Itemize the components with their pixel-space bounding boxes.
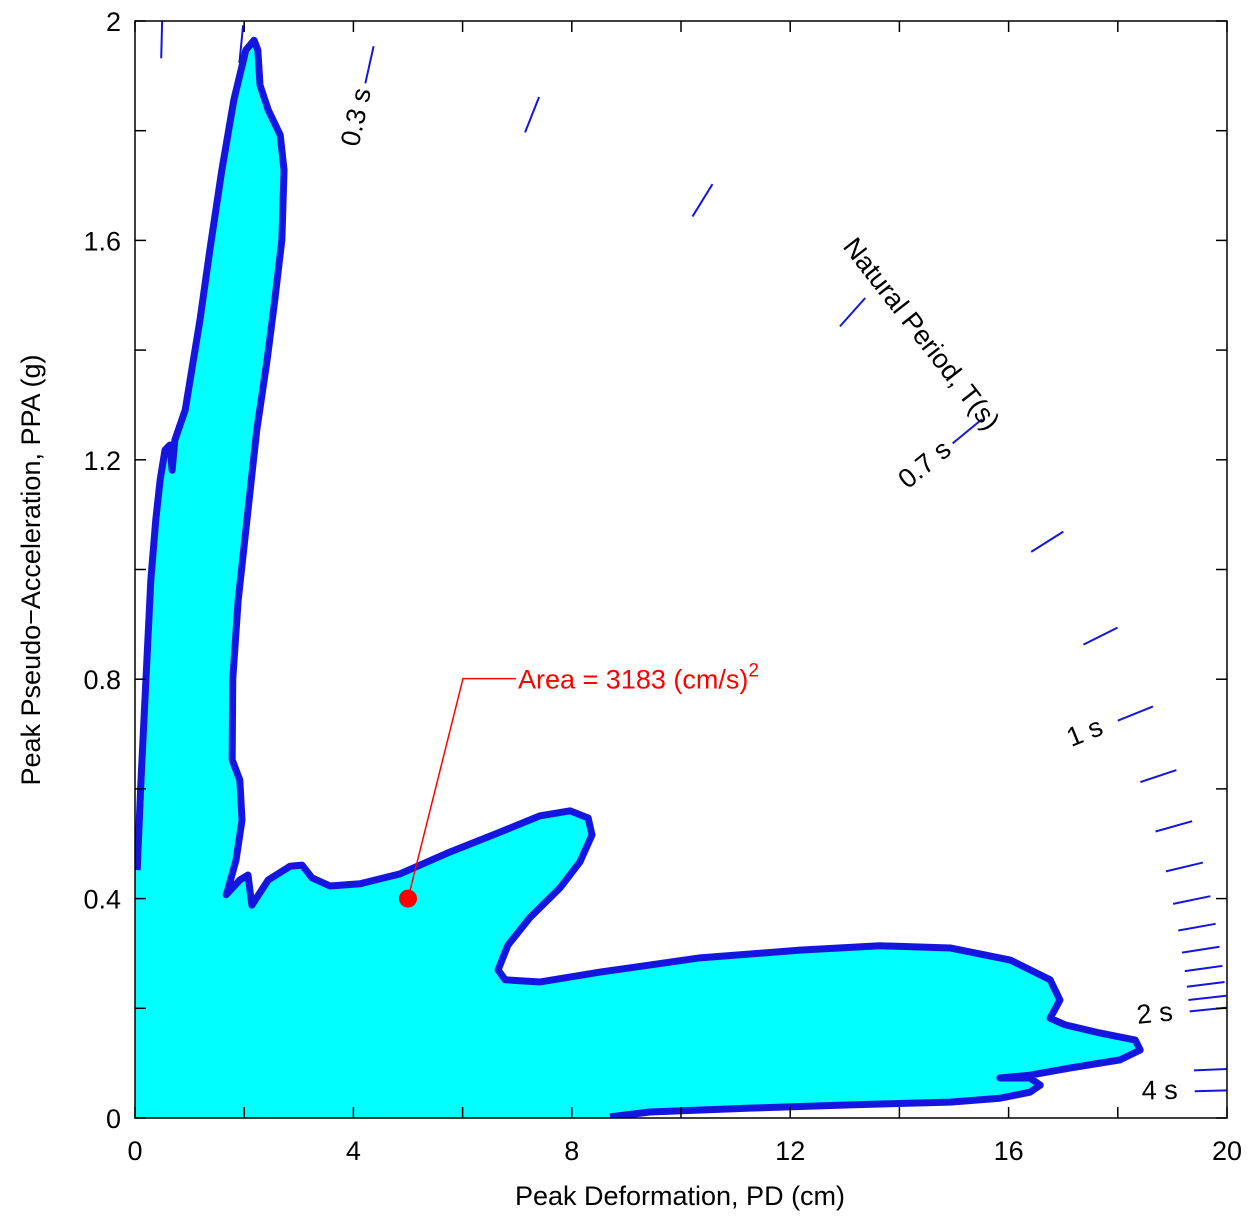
y-tick-label: 0.4 [83, 885, 121, 915]
period-mark [1082, 626, 1118, 646]
y-tick-label: 1.6 [83, 226, 121, 256]
period-mark [1165, 861, 1204, 873]
x-tick-label: 16 [994, 1136, 1024, 1166]
y-tick-label: 2 [106, 7, 121, 37]
period-mark [1117, 705, 1154, 722]
period-title: Natural Period, T(s) [837, 232, 1005, 436]
annotation-text: Area = 3183 (cm/s)2 [518, 661, 759, 695]
x-tick-label: 12 [775, 1136, 805, 1166]
period-mark [1186, 981, 1225, 988]
period-mark [839, 297, 866, 328]
annotation-main: Area = 3183 (cm/s) [518, 665, 748, 695]
period-mark [160, 21, 164, 59]
period-mark [952, 418, 983, 445]
area-outline [135, 36, 1144, 1118]
period-mark [1184, 964, 1223, 973]
x-tick-label: 8 [564, 1136, 579, 1166]
y-tick-label: 0 [106, 1104, 121, 1134]
period-mark [1030, 530, 1064, 553]
period-label: 1 s [1062, 711, 1107, 752]
period-mark [1181, 945, 1220, 954]
y-tick-label: 0.8 [83, 665, 121, 695]
period-mark [1188, 994, 1227, 1002]
period-label: 0.3 s [335, 85, 377, 149]
x-tick-label: 20 [1212, 1136, 1242, 1166]
x-tick-label: 0 [127, 1136, 142, 1166]
period-mark [1193, 1067, 1227, 1072]
period-mark [1140, 769, 1177, 784]
period-mark [691, 183, 714, 217]
area-fill [135, 40, 1141, 1118]
y-tick-label: 1.2 [83, 446, 121, 476]
axes: 0 4 8 12 16 20 0 0.4 0.8 1.2 1.6 2 [83, 7, 1242, 1166]
period-mark [238, 25, 245, 64]
period-label: 4 s [1141, 1075, 1178, 1106]
annotation-superscript: 2 [748, 661, 759, 682]
period-mark [1155, 820, 1193, 833]
period-mark [1172, 895, 1211, 905]
plot-area [135, 21, 1227, 1118]
period-label: 0.7 s [892, 434, 956, 494]
period-label: 2 s [1135, 996, 1174, 1029]
x-tick-label: 4 [346, 1136, 361, 1166]
period-mark [364, 46, 375, 84]
y-axis-label: Peak Pseudo−Acceleration, PPA (g) [16, 355, 46, 786]
x-axis-label: Peak Deformation, PD (cm) [515, 1181, 845, 1211]
period-mark [1178, 922, 1216, 932]
period-mark [524, 96, 540, 133]
annotation-point [399, 889, 417, 908]
annotation-leader [407, 677, 516, 899]
